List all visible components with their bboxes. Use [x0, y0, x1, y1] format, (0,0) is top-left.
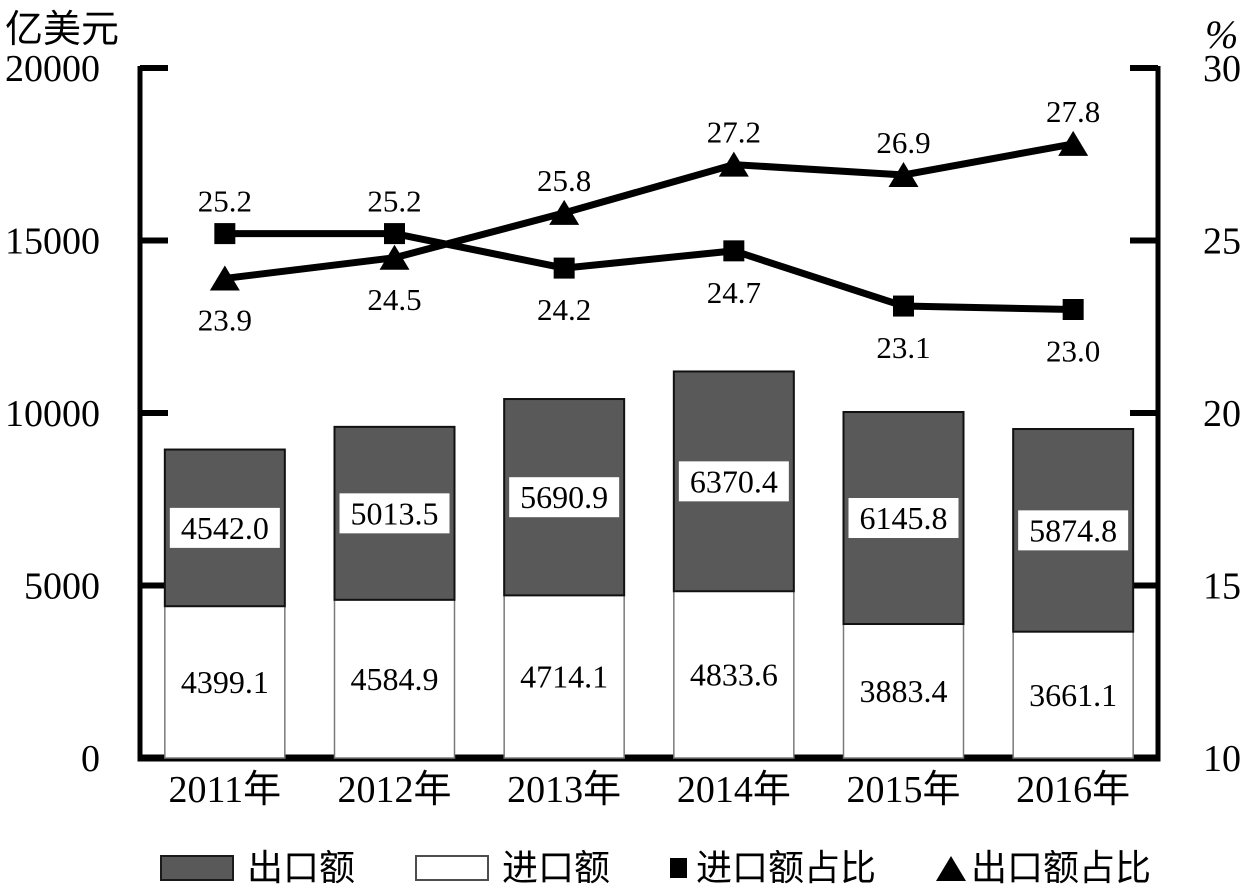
right-axis-title: %: [1205, 12, 1238, 57]
bar-label-import-2016: 3661.1: [1029, 677, 1117, 713]
legend-item-export-share-line: 出口额占比: [936, 850, 1151, 886]
legend-item-export-bar: 出口额: [160, 850, 355, 886]
bar-label-export-2012: 5013.5: [351, 495, 439, 531]
triangle-marker-2014: [718, 151, 749, 177]
x-axis-label-2013: 2013年: [507, 769, 621, 811]
bar-segment-import-2016: [1012, 630, 1134, 759]
bar-label-import-2015: 3883.4: [860, 673, 948, 709]
square-marker-2016: [1062, 299, 1084, 320]
right-axis-tick-label: 25: [1203, 221, 1241, 263]
square-marker-2013: [553, 257, 575, 279]
square-marker-2015: [893, 295, 914, 317]
bar-label-box-export-2013: [509, 477, 620, 518]
bar-segment-import-2014: [673, 590, 795, 759]
export-share-point-label-2013: 25.8: [537, 163, 591, 198]
bar-segment-import-2011: [164, 605, 286, 759]
bar-label-import-2012: 4584.9: [351, 661, 439, 697]
export-share-point-label-2014: 27.2: [707, 115, 761, 150]
triangle-marker-2013: [549, 199, 580, 225]
export-bar-swatch: [160, 855, 234, 881]
triangle-marker-2015: [888, 161, 919, 187]
import-share-point-label-2016: 23.0: [1046, 334, 1100, 369]
x-axis-label-2014: 2014年: [677, 769, 791, 811]
left-axis-tick-label: 5000: [24, 566, 100, 608]
left-axis-title: 亿美元: [5, 9, 119, 51]
legend-label-export-share: 出口额占比: [971, 848, 1152, 888]
left-axis-tick-label: 0: [81, 738, 100, 780]
bar-label-box-export-2016: [1018, 510, 1129, 551]
square-marker-2014: [723, 240, 745, 262]
left-axis-tick-label: 15000: [5, 221, 100, 263]
bar-label-export-2015: 6145.8: [860, 500, 948, 536]
legend-label-import-bar: 进口额: [502, 848, 611, 888]
square-marker-icon: [670, 858, 688, 878]
square-marker-2011: [214, 223, 236, 245]
right-axis-tick-label: 30: [1203, 48, 1241, 90]
legend-item-import-share-line: 进口额占比: [670, 850, 876, 886]
import-share-point-label-2013: 24.2: [537, 292, 591, 327]
export-share-point-label-2015: 26.9: [876, 125, 930, 160]
import-share-point-label-2014: 24.7: [707, 275, 761, 310]
import-share-line: [224, 230, 1074, 313]
legend-label-import-share: 进口额占比: [696, 848, 877, 888]
chart-legend: 出口额 进口额 进口额占比 出口额占比: [160, 850, 1151, 886]
bar-label-export-2013: 5690.9: [520, 479, 608, 515]
bar-label-export-2011: 4542.0: [181, 510, 269, 546]
bar-label-import-2013: 4714.1: [520, 659, 608, 695]
bar-label-box-export-2015: [848, 498, 959, 539]
right-axis-tick-label: 15: [1203, 566, 1241, 608]
x-axis-label-2011: 2011年: [169, 769, 282, 811]
legend-item-import-bar: 进口额: [415, 850, 610, 886]
left-axis-tick-label: 10000: [5, 393, 100, 435]
export-share-line: [224, 140, 1074, 282]
triangle-marker-icon: [936, 855, 967, 881]
triangle-marker-2011: [209, 265, 240, 291]
bar-label-box-export-2011: [169, 507, 280, 548]
square-marker-2012: [384, 223, 405, 245]
x-axis-label-2012: 2012年: [337, 769, 451, 811]
import-share-point-label-2012: 25.2: [367, 184, 421, 219]
bar-segment-import-2015: [842, 623, 965, 759]
bar-label-export-2014: 6370.4: [690, 463, 778, 499]
bar-label-import-2011: 4399.1: [181, 664, 269, 700]
export-share-point-label-2011: 23.9: [198, 302, 252, 337]
left-axis-tick-label: 20000: [5, 48, 100, 90]
triangle-marker-2016: [1058, 130, 1089, 156]
right-axis-tick-label: 10: [1203, 738, 1241, 780]
export-share-point-label-2012: 24.5: [367, 282, 421, 317]
import-share-point-label-2015: 23.1: [876, 330, 930, 365]
x-axis-label-2016: 2016年: [1016, 769, 1130, 811]
import-bar-swatch: [415, 855, 490, 881]
export-share-point-label-2016: 27.8: [1046, 94, 1100, 129]
bar-segment-import-2013: [503, 594, 625, 759]
bar-label-box-export-2012: [339, 493, 450, 534]
triangle-marker-2012: [379, 244, 410, 270]
bar-label-import-2014: 4833.6: [690, 657, 778, 693]
bar-label-export-2016: 5874.8: [1029, 512, 1117, 548]
import-share-point-label-2011: 25.2: [198, 184, 252, 219]
legend-label-export-bar: 出口额: [247, 848, 356, 888]
bar-label-box-export-2014: [678, 461, 789, 502]
right-axis-tick-label: 20: [1203, 393, 1241, 435]
bar-segment-import-2012: [333, 599, 456, 759]
x-axis-label-2015: 2015年: [846, 769, 960, 811]
